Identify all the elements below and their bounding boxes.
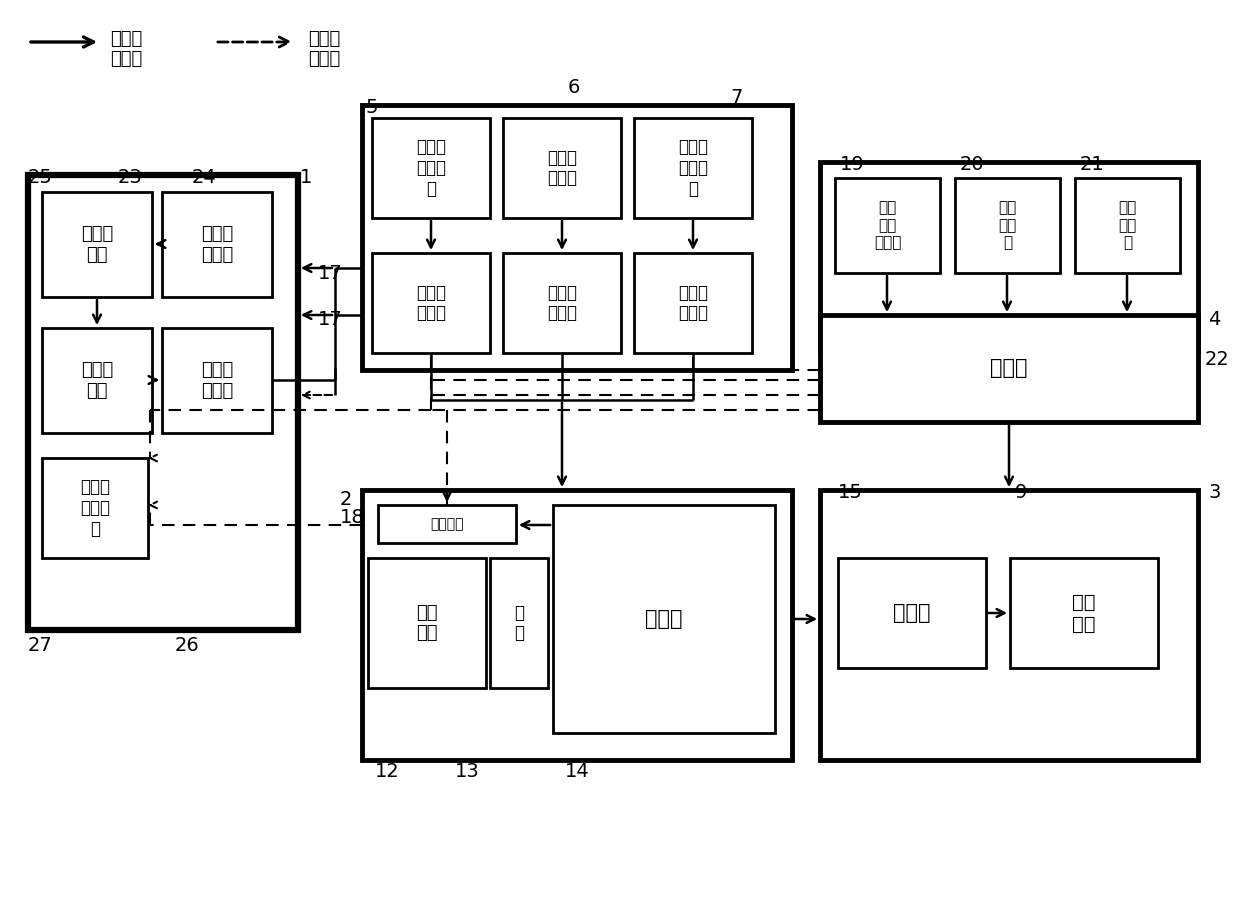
- Text: 号方向: 号方向: [308, 50, 340, 68]
- Text: 发射
线圈: 发射 线圈: [1073, 592, 1096, 634]
- Bar: [503, 118, 621, 218]
- Text: 逆变器: 逆变器: [893, 603, 931, 623]
- Text: 1: 1: [300, 168, 312, 187]
- Bar: [1011, 558, 1158, 668]
- Bar: [162, 192, 272, 297]
- Text: 5: 5: [365, 98, 377, 117]
- Bar: [503, 253, 621, 353]
- Text: 控制信: 控制信: [308, 30, 340, 48]
- Text: 电压调
理电路: 电压调 理电路: [547, 283, 577, 323]
- Text: 发热
器件: 发热 器件: [417, 603, 438, 643]
- Text: 电压
电流
传感器: 电压 电流 传感器: [874, 201, 901, 250]
- Bar: [820, 315, 1198, 422]
- Text: 太阳能
发电模
块: 太阳能 发电模 块: [415, 138, 446, 198]
- Text: 氢存储
模块: 氢存储 模块: [81, 225, 113, 264]
- Text: 7: 7: [730, 88, 743, 107]
- Text: 6: 6: [568, 78, 580, 97]
- Text: 水流能
发电模
块: 水流能 发电模 块: [678, 138, 708, 198]
- Text: 14: 14: [565, 762, 590, 781]
- Text: 2: 2: [340, 490, 352, 509]
- Bar: [820, 490, 1198, 760]
- Text: 电压调
理电路: 电压调 理电路: [678, 283, 708, 323]
- Text: 12: 12: [374, 762, 399, 781]
- Text: 23: 23: [118, 168, 143, 187]
- Text: 17: 17: [317, 310, 342, 329]
- Bar: [820, 162, 1198, 352]
- Text: 蓄电池: 蓄电池: [645, 609, 683, 629]
- Text: 铝
片: 铝 片: [515, 603, 525, 643]
- Bar: [955, 178, 1060, 273]
- Text: 电压调
理电路: 电压调 理电路: [201, 361, 233, 400]
- Text: 4: 4: [1208, 310, 1220, 329]
- Bar: [838, 558, 986, 668]
- Text: 温度
传感
器: 温度 传感 器: [998, 201, 1017, 250]
- Text: 临近
感应
器: 临近 感应 器: [1118, 201, 1137, 250]
- Bar: [490, 558, 548, 688]
- Bar: [553, 505, 775, 733]
- Bar: [372, 118, 490, 218]
- Text: 发热开关: 发热开关: [430, 517, 464, 531]
- Text: 25: 25: [29, 168, 53, 187]
- Bar: [634, 118, 751, 218]
- Text: 控制器: 控制器: [991, 359, 1028, 379]
- Text: 27: 27: [29, 636, 53, 655]
- Bar: [42, 328, 153, 433]
- Bar: [835, 178, 940, 273]
- Bar: [29, 175, 298, 630]
- Bar: [42, 458, 148, 558]
- Text: 电压调
理电路: 电压调 理电路: [415, 283, 446, 323]
- Bar: [162, 328, 272, 433]
- Text: 13: 13: [455, 762, 480, 781]
- Text: 氢燃料
电池: 氢燃料 电池: [81, 361, 113, 400]
- Bar: [378, 505, 516, 543]
- Text: 15: 15: [838, 483, 863, 502]
- Bar: [42, 192, 153, 297]
- Text: 20: 20: [960, 155, 985, 174]
- Text: 动方向: 动方向: [110, 50, 143, 68]
- Text: 18: 18: [340, 508, 365, 527]
- Text: 光能制
氢模块: 光能制 氢模块: [201, 225, 233, 264]
- Text: 燃料电
池控制
器: 燃料电 池控制 器: [81, 478, 110, 537]
- Text: 22: 22: [1205, 350, 1230, 369]
- Bar: [372, 253, 490, 353]
- Bar: [1075, 178, 1180, 273]
- Text: 17: 17: [317, 264, 342, 283]
- Text: 19: 19: [839, 155, 864, 174]
- Text: 电能流: 电能流: [110, 30, 143, 48]
- Bar: [634, 253, 751, 353]
- Bar: [368, 558, 486, 688]
- Bar: [362, 105, 792, 370]
- Bar: [362, 490, 792, 760]
- Text: 24: 24: [192, 168, 217, 187]
- Text: 21: 21: [1080, 155, 1105, 174]
- Text: 9: 9: [1016, 483, 1028, 502]
- Text: 26: 26: [175, 636, 200, 655]
- Text: 3: 3: [1208, 483, 1220, 502]
- Text: 风力发
电模块: 风力发 电模块: [547, 149, 577, 187]
